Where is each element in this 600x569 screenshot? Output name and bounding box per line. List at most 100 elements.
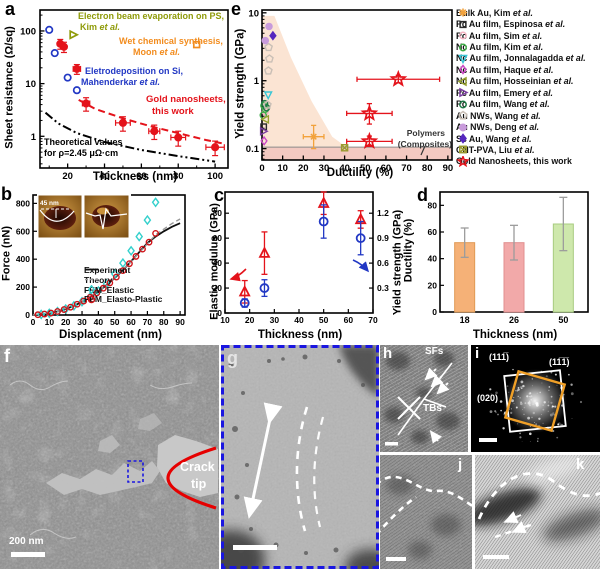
tick-label: 10 <box>248 8 259 19</box>
panel-i-fft-image <box>471 345 600 452</box>
tick-label: 30 <box>77 317 87 327</box>
a-y-axis-label: Sheet resistance (Ω/sq) <box>3 26 16 149</box>
b-x-axis-label: Displacement (nm) <box>59 329 162 341</box>
e-legend-label: Gold Nanosheets, this work <box>456 156 572 167</box>
f-crack-region <box>157 435 218 497</box>
b-inset-profile-1 <box>39 209 75 222</box>
e-y-axis-label: Yield strength (GPa) <box>234 28 247 139</box>
b-legend-label: FEM_Elasto-Plastic <box>84 294 163 305</box>
panel-c-chart: 10 20 30 40 50 60 70 0 20 40 60 80 0.3 0.6 0.9 1.2 <box>213 191 389 325</box>
asterisk-marker <box>309 132 318 141</box>
e-polymers-label: Polymers <box>406 128 445 138</box>
panel-label-e: e <box>231 0 242 19</box>
circle-marker <box>54 308 61 315</box>
g-nanoparticle-dot <box>245 463 249 467</box>
tick-label: 1 <box>254 76 260 87</box>
panel-label-i: i <box>475 345 480 362</box>
tri-right-marker-icon <box>459 87 469 98</box>
tri-down-marker <box>458 54 468 64</box>
a-annotation-gold-nanosheets: Gold nanosheets, <box>146 94 226 105</box>
tick-label: 80 <box>173 171 184 182</box>
tick-label: 1 <box>31 132 37 143</box>
circle-marker <box>106 279 114 287</box>
diamond-marker <box>127 245 135 256</box>
g-nanoparticle-dot <box>241 391 245 395</box>
f-roi-dashed-box <box>127 460 144 483</box>
star-marker-icon <box>456 155 470 167</box>
pentagon-marker <box>262 100 272 109</box>
panel-k-filtered-image <box>475 455 600 569</box>
tick-label: 50 <box>360 163 371 174</box>
circle-marker <box>126 260 133 268</box>
tick-label: 0.1 <box>246 144 260 155</box>
b-legend-label: Experiment <box>84 264 131 275</box>
circle-marker <box>259 283 270 293</box>
error-bar <box>559 196 568 252</box>
diamond-legend-icon <box>87 284 96 294</box>
line-legend-icon <box>85 278 98 281</box>
j-scale-bar <box>386 557 406 561</box>
panel-label-d: d <box>417 185 428 205</box>
circle-marker <box>93 289 101 297</box>
k-dark-band-1 <box>475 488 541 526</box>
i-scale-bar <box>479 438 497 442</box>
e-legend-label: Bulk Au, Kim et al. <box>456 7 533 18</box>
a-annotation-theory-1: Theoretical values <box>44 137 123 147</box>
tick-label: 20 <box>298 163 309 174</box>
error-bar <box>346 102 393 125</box>
circle-marker <box>152 229 160 237</box>
circle-marker <box>211 143 220 152</box>
tri-down-marker <box>263 91 273 101</box>
tick-label: 60 <box>428 227 438 237</box>
b-theory-curve <box>32 218 181 316</box>
circle-marker <box>112 273 120 281</box>
circle-marker <box>72 86 81 95</box>
tick-label: 40 <box>94 317 104 327</box>
tick-label: 18 <box>460 315 470 325</box>
circle-marker <box>82 99 91 108</box>
g-strain-double-arrow <box>243 402 283 519</box>
h-sf-arrow <box>430 374 444 388</box>
e-legend-item: Nc Au film, Kim et al. <box>456 41 598 52</box>
circle-marker <box>132 252 140 260</box>
square-marker <box>459 20 467 28</box>
g-nanoparticle-dot <box>281 357 285 361</box>
star-marker <box>360 131 379 149</box>
e-legend-label: Nc Au film, Hosseinian et al. <box>456 76 574 87</box>
b-legend: Experiment Theory FEM_Elastic FEM_Elasto-Pl… <box>84 265 162 304</box>
square-marker <box>192 40 201 49</box>
e-legend: Bulk Au, Kim et al. Pc Au film, Espinosa … <box>456 7 598 167</box>
circle-legend-icon <box>87 295 96 304</box>
tick-label: 20 <box>61 317 71 327</box>
e-polymer-band <box>262 147 452 160</box>
tick-label: 0 <box>259 163 264 174</box>
e-legend-item: Nc Au film, Haque et al. <box>456 64 598 76</box>
circle-marker <box>174 133 183 142</box>
circle-marker <box>355 233 366 244</box>
b-legend-label: FEM_Elastic <box>84 284 135 295</box>
panel-label-h: h <box>383 345 393 362</box>
circle-marker <box>459 123 467 132</box>
panel-label-b: b <box>1 184 12 204</box>
diamond-marker <box>135 231 144 242</box>
circle-marker <box>63 73 72 82</box>
i-miller-index-2: (11̅1̅) <box>549 357 570 367</box>
tick-label: 0 <box>25 310 30 320</box>
e-legend-item: CNT-PVA, Liu et al. <box>456 144 598 155</box>
circle-marker <box>67 303 75 311</box>
tick-label: 400 <box>16 254 30 264</box>
pentagon-marker <box>458 110 468 120</box>
tri-left-marker <box>260 114 270 124</box>
asterisk-marker <box>459 8 467 17</box>
circle-marker <box>73 300 81 308</box>
c-y-axis-left-label: Elastic modulus (GPa) <box>208 203 221 320</box>
diamond-marker <box>110 268 119 279</box>
g-nanoparticle-dot <box>304 551 308 555</box>
h-sf-arrow <box>424 367 438 381</box>
diamond-marker <box>151 197 160 208</box>
circle-marker <box>41 310 48 318</box>
diamond-marker <box>45 308 54 319</box>
circle-marker <box>459 31 467 40</box>
k-grain-boundary-dashed <box>477 472 600 520</box>
circle-marker <box>72 64 81 73</box>
